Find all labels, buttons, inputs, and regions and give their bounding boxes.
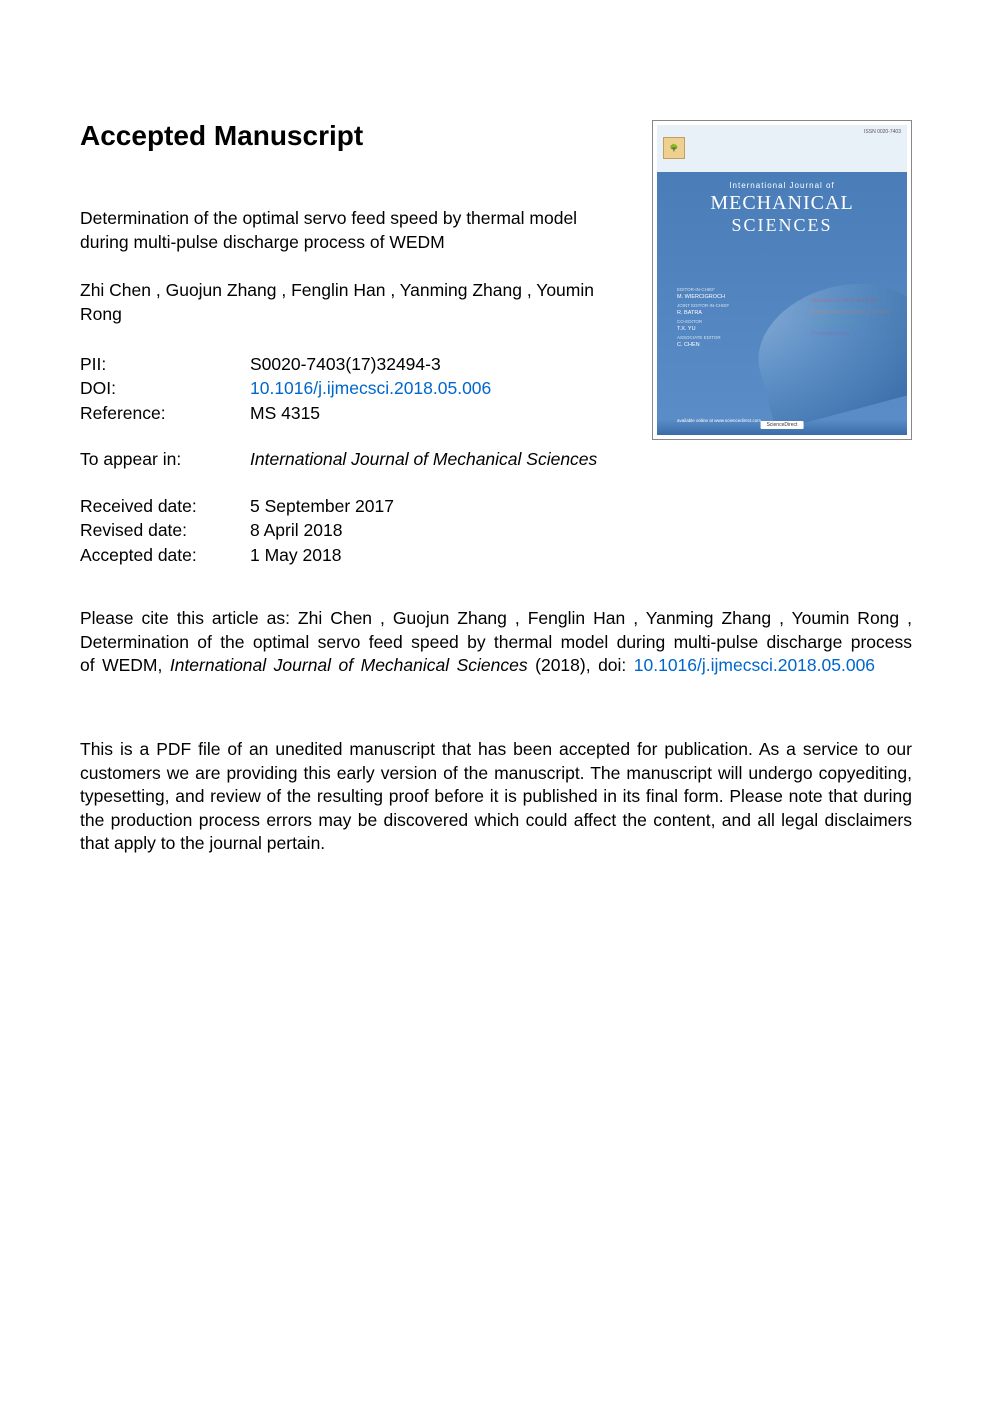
cover-mechanical: MECHANICAL [657,192,907,215]
appear-label: To appear in: [80,447,250,472]
elsevier-logo-icon: 🌳 [663,137,685,159]
reference-value: MS 4315 [250,401,622,426]
editor-role-1: EDITOR-IN-CHIEF [677,286,729,293]
cover-footer-text: available online at www.sciencedirect.co… [677,418,761,423]
reference-row: Reference: MS 4315 [80,401,622,426]
citation-block: Please cite this article as: Zhi Chen , … [80,607,912,678]
citation-year: (2018), doi: [528,655,634,675]
pii-value: S0020-7403(17)32494-3 [250,352,622,377]
pii-row: PII: S0020-7403(17)32494-3 [80,352,622,377]
accepted-value: 1 May 2018 [250,543,622,568]
revised-value: 8 April 2018 [250,518,622,543]
doi-label: DOI: [80,376,250,401]
cover-ij-line: International Journal of [657,181,907,190]
cover-journal-title: International Journal of MECHANICAL SCIE… [657,181,907,236]
citation-doi-link[interactable]: 10.1016/j.ijmecsci.2018.05.006 [634,655,875,675]
revised-label: Revised date: [80,518,250,543]
editor-role-4: ASSOCIATE EDITOR [677,334,729,341]
editor-role-3: CO-EDITOR [677,318,729,325]
left-column: Accepted Manuscript Determination of the… [80,120,652,567]
editor-role-2: JOINT EDITOR-IN-CHIEF [677,302,729,309]
accepted-row: Accepted date: 1 May 2018 [80,543,622,568]
editor-name-2: R. BATRA [677,309,729,318]
reference-label: Reference: [80,401,250,426]
metadata-table: PII: S0020-7403(17)32494-3 DOI: 10.1016/… [80,352,622,568]
page-container: Accepted Manuscript Determination of the… [0,0,992,936]
pii-label: PII: [80,352,250,377]
journal-cover-thumbnail: 🌳 ISSN 0020-7403 International Journal o… [652,120,912,440]
doi-row: DOI: 10.1016/j.ijmecsci.2018.05.006 [80,376,622,401]
editor-name-3: T.X. YU [677,325,729,334]
header-row: Accepted Manuscript Determination of the… [80,120,912,567]
disclaimer-text: This is a PDF file of an unedited manusc… [80,738,912,856]
cover-editors-block: EDITOR-IN-CHIEF M. WIERCIGROCH JOINT EDI… [677,286,729,350]
cover-swoosh-graphic [744,266,907,431]
citation-journal: International Journal of Mechanical Scie… [170,655,528,675]
accepted-manuscript-heading: Accepted Manuscript [80,120,622,152]
editor-name-4: C. CHEN [677,341,729,350]
cover-sciences: SCIENCES [657,215,907,236]
authors-list: Zhi Chen , Guojun Zhang , Fenglin Han , … [80,279,622,326]
issn-text: ISSN 0020-7403 [864,129,901,135]
cover-top-bar: 🌳 ISSN 0020-7403 [657,125,907,172]
received-row: Received date: 5 September 2017 [80,494,622,519]
revised-row: Revised date: 8 April 2018 [80,518,622,543]
sciencedirect-badge: ScienceDirect [761,421,804,429]
editor-name-1: M. WIERCIGROCH [677,293,729,302]
appear-row: To appear in: International Journal of M… [80,447,622,472]
received-value: 5 September 2017 [250,494,622,519]
cover-inner: 🌳 ISSN 0020-7403 International Journal o… [657,125,907,435]
accepted-label: Accepted date: [80,543,250,568]
article-title: Determination of the optimal servo feed … [80,207,622,254]
received-label: Received date: [80,494,250,519]
doi-link[interactable]: 10.1016/j.ijmecsci.2018.05.006 [250,376,622,401]
appear-value: International Journal of Mechanical Scie… [250,447,622,472]
